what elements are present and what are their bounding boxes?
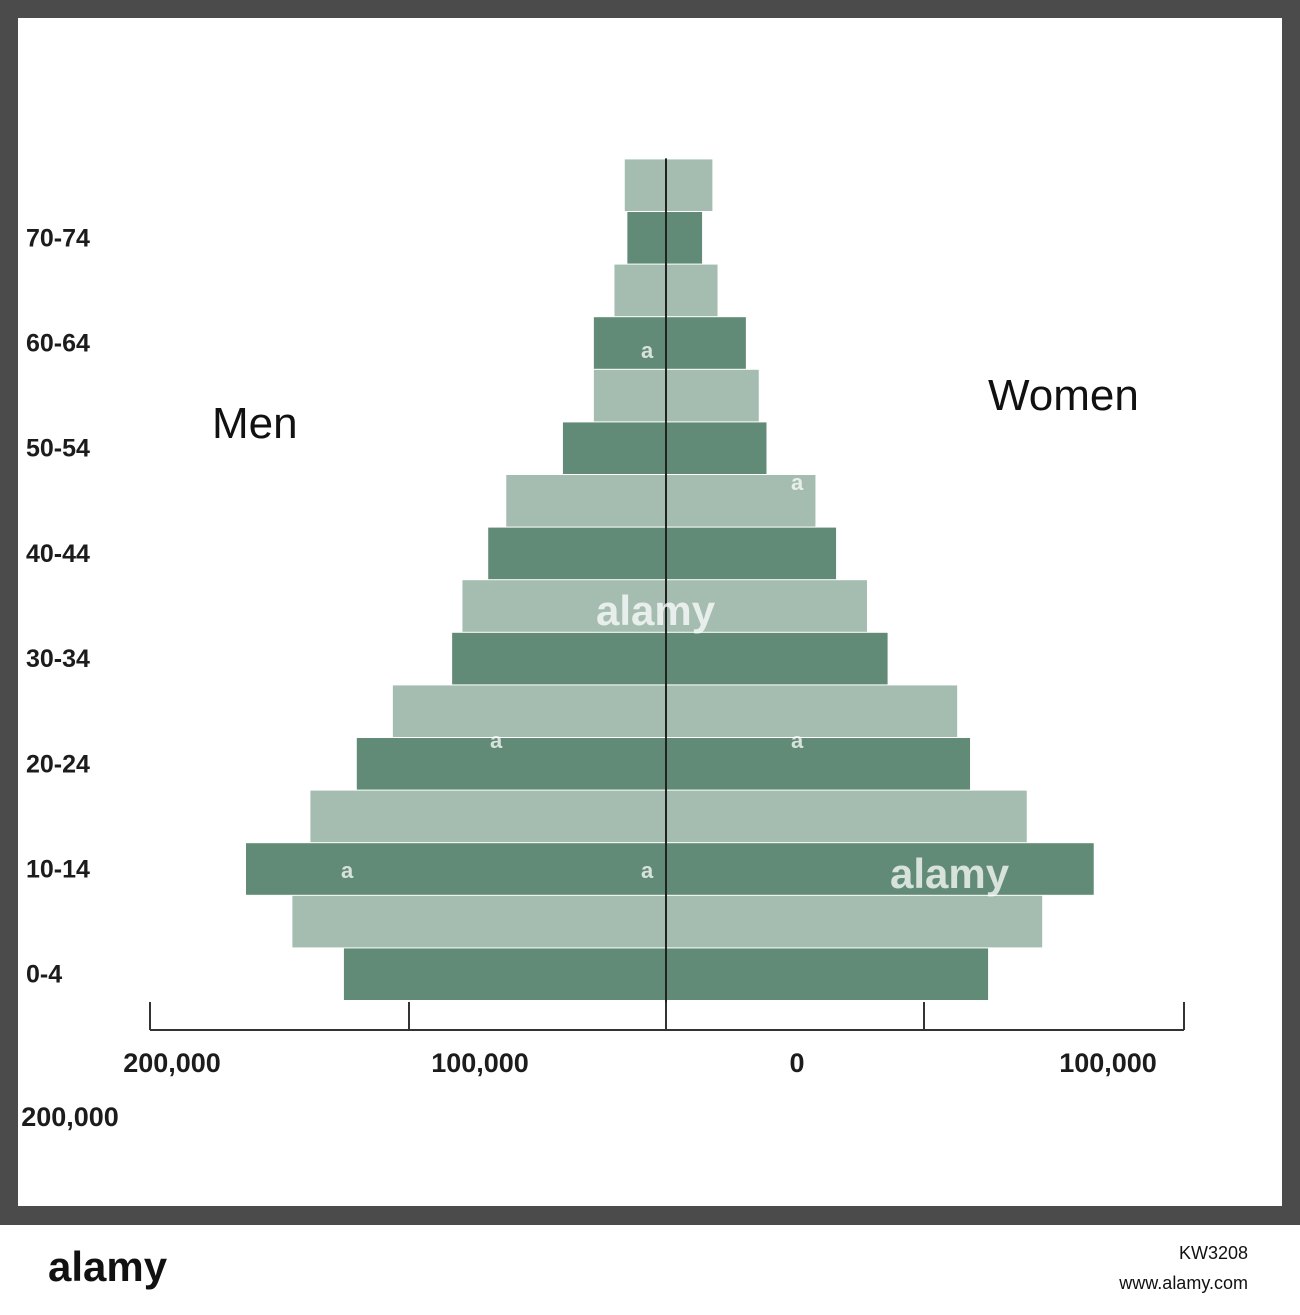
x-axis-labels: 200,000 100,000 0 100,000 200,000 — [21, 1048, 1157, 1132]
women-label: Women — [988, 371, 1139, 420]
bar-women-45-49 — [666, 475, 816, 527]
bar-women-35-39 — [666, 580, 867, 632]
y-axis-labels: 0-4 10-14 20-24 30-34 40-44 50-54 60-64 70-74 — [26, 224, 90, 988]
bar-women-15-19 — [666, 790, 1027, 843]
bar-women-20-24 — [666, 738, 971, 790]
watermark-letter-2: a — [791, 470, 804, 495]
watermark-center: alamy — [596, 587, 716, 634]
x-axis — [149, 158, 1185, 1031]
watermark-letter-5: a — [341, 858, 354, 883]
y-tick-label-50-54: 50-54 — [26, 435, 90, 463]
footer-url: www.alamy.com — [1119, 1273, 1248, 1293]
watermark-letter-6: a — [641, 858, 654, 883]
watermark-right: alamy — [890, 850, 1010, 897]
bar-men-45-49 — [506, 475, 666, 527]
bar-women-60-64 — [666, 317, 746, 369]
y-tick-label-20-24: 20-24 — [26, 750, 90, 778]
bar-women-65-69 — [666, 264, 718, 317]
bar-men-25-29 — [392, 685, 666, 737]
x-tick-label-0: 200,000 — [123, 1048, 221, 1078]
bar-men-30-34 — [452, 632, 666, 685]
bar-men-75+ — [624, 159, 666, 211]
men-label: Men — [212, 399, 298, 448]
bar-men-15-19 — [310, 790, 666, 843]
footer-logo: alamy — [48, 1243, 168, 1290]
bar-men-60-64 — [593, 317, 666, 369]
bar-women-55-59 — [666, 369, 759, 422]
y-tick-label-60-64: 60-64 — [26, 330, 90, 358]
bar-men-55-59 — [593, 369, 666, 422]
bar-women-75+ — [666, 159, 713, 211]
bar-men-5-9 — [292, 895, 666, 948]
watermark-letter-3: a — [490, 728, 503, 753]
bar-men-50-54 — [562, 422, 666, 474]
bar-women-10-14 — [666, 843, 1094, 895]
bar-women-5-9 — [666, 895, 1043, 948]
bar-men-10-14 — [246, 843, 666, 895]
watermark-letter-1: a — [641, 338, 654, 363]
x-tick-label-extra: 200,000 — [21, 1102, 119, 1132]
y-tick-label-10-14: 10-14 — [26, 856, 90, 884]
bar-men-70-74 — [627, 212, 666, 264]
bar-men-35-39 — [462, 580, 666, 632]
x-tick-label-3: 100,000 — [1059, 1048, 1157, 1078]
x-tick-label-1: 100,000 — [431, 1048, 529, 1078]
bar-women-30-34 — [666, 632, 888, 685]
y-tick-label-30-34: 30-34 — [26, 645, 90, 673]
y-tick-label-70-74: 70-74 — [26, 224, 90, 252]
population-pyramid-chart: 0-4 10-14 20-24 30-34 40-44 50-54 60-64 70-74 2… — [21, 158, 1185, 1132]
bar-men-20-24 — [356, 738, 666, 790]
y-tick-label-40-44: 40-44 — [26, 540, 90, 568]
footer-image-id: KW3208 — [1178, 1243, 1248, 1263]
bar-women-40-44 — [666, 527, 837, 580]
bar-men-0-4 — [343, 948, 666, 1000]
bar-women-50-54 — [666, 422, 767, 474]
y-tick-label-0-4: 0-4 — [26, 961, 62, 989]
bar-women-70-74 — [666, 212, 703, 264]
watermark-letter-4: a — [791, 728, 804, 753]
x-tick-label-2: 0 — [789, 1048, 804, 1078]
bar-men-40-44 — [488, 527, 666, 580]
bars-group — [246, 159, 1094, 1000]
bar-women-25-29 — [666, 685, 958, 737]
bar-men-65-69 — [614, 264, 666, 317]
bar-women-0-4 — [666, 948, 989, 1000]
footer-bar: alamy KW3208 www.alamy.com — [0, 1225, 1300, 1315]
